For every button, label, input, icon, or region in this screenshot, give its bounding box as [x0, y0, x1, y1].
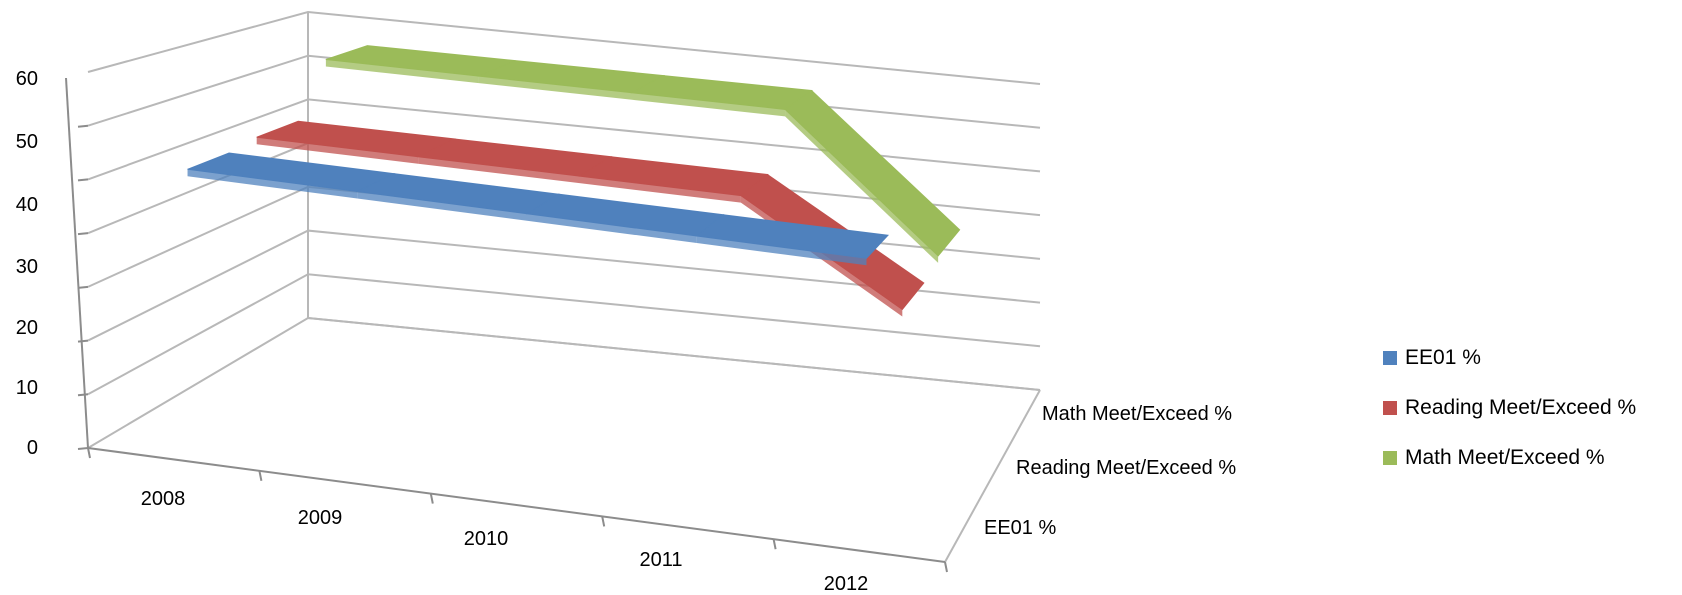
legend-item[interactable]: Reading Meet/Exceed % — [1383, 383, 1678, 433]
legend-item[interactable]: EE01 % — [1383, 333, 1678, 383]
x-tick-label: 2010 — [464, 528, 509, 550]
legend-item[interactable]: Math Meet/Exceed % — [1383, 433, 1678, 483]
x-tick-label: 2008 — [141, 488, 186, 510]
gridline — [87, 98, 1041, 181]
floor-right-edge — [944, 389, 1041, 563]
y-axis: 0 10 20 30 40 50 60 — [16, 68, 89, 459]
series-ribbons — [187, 45, 961, 317]
y-tick-mark — [77, 447, 89, 450]
x-tick-label: 2011 — [639, 549, 682, 571]
y-tick-mark — [77, 393, 89, 397]
gridline — [87, 229, 1041, 342]
ribbon-edge — [632, 92, 786, 117]
y-axis-line — [65, 77, 89, 449]
y-ticks — [77, 124, 89, 450]
legend-swatch — [1383, 401, 1397, 415]
ribbon-edge — [478, 76, 632, 100]
ribbon-edge — [357, 191, 527, 221]
legend-label: Reading Meet/Exceed % — [1405, 396, 1637, 419]
depth-tick-label: Reading Meet/Exceed % — [1016, 457, 1236, 479]
x-tick-mark — [258, 470, 263, 481]
y-tick-label: 50 — [16, 131, 38, 153]
legend-swatch — [1383, 351, 1397, 365]
ribbon-edge — [579, 176, 741, 203]
x-tick-mark — [601, 516, 606, 527]
depth-tick-label: EE01 % — [984, 517, 1056, 539]
ribbon-edge — [527, 213, 697, 244]
y-tick-label: 20 — [16, 317, 38, 339]
legend: EE01 % Reading Meet/Exceed % Math Meet/E… — [1383, 333, 1678, 483]
depth-tick-label: Math Meet/Exceed % — [1042, 403, 1232, 425]
x-ticks — [87, 447, 948, 573]
gridline — [87, 10, 1041, 85]
x-tick-label: 2012 — [824, 573, 869, 595]
y-tick-label: 40 — [16, 194, 38, 216]
x-tick-mark — [429, 493, 434, 504]
ribbon-edge — [256, 137, 419, 164]
ribbon-edge — [187, 169, 358, 199]
legend-label: Math Meet/Exceed % — [1405, 446, 1605, 469]
y-tick-label: 10 — [16, 377, 38, 399]
y-tick-mark — [77, 232, 89, 236]
x-tick-mark — [772, 539, 777, 550]
y-tick-label: 0 — [27, 437, 38, 459]
y-tick-mark — [77, 339, 89, 343]
series-ribbon — [187, 152, 890, 266]
gridline — [87, 273, 1041, 396]
y-tick-mark — [77, 285, 89, 289]
x-tick-label: 2009 — [298, 507, 343, 529]
x-tick-mark — [944, 561, 948, 573]
legend-label: EE01 % — [1405, 346, 1481, 369]
x-tick-mark — [87, 447, 91, 459]
ribbon-edge — [325, 59, 479, 84]
y-tick-label: 30 — [16, 256, 38, 278]
y-tick-mark — [77, 124, 89, 128]
depth-axis: EE01 % Reading Meet/Exceed % Math Meet/E… — [984, 403, 1236, 539]
y-tick-mark — [77, 178, 89, 182]
ribbon-edge — [696, 236, 867, 266]
x-axis: 2008 2009 2010 2011 2012 — [87, 447, 948, 595]
legend-swatch — [1383, 451, 1397, 465]
y-tick-label: 60 — [16, 68, 38, 90]
ribbon-edge — [418, 156, 580, 184]
ribbon-edge — [785, 109, 939, 263]
ribbon-segment — [784, 89, 961, 257]
series-ribbon — [325, 45, 961, 263]
x-axis-line — [87, 447, 946, 563]
gridline — [87, 316, 1041, 449]
